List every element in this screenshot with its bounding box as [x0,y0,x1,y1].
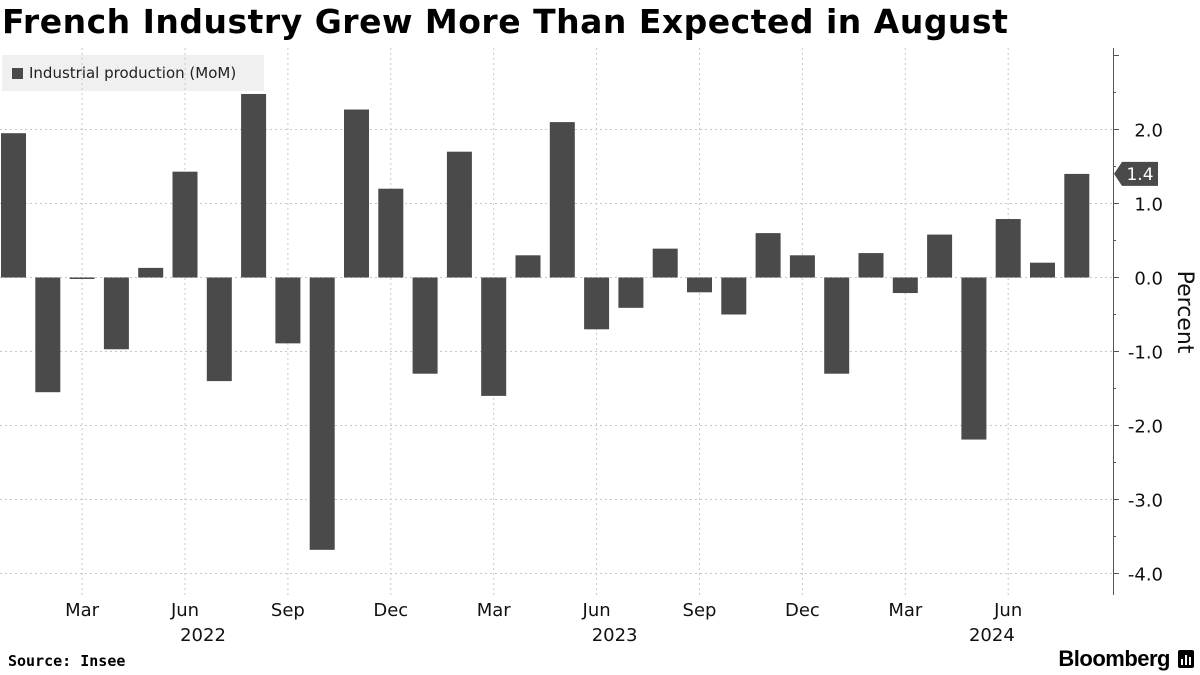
bar [549,122,575,278]
bloomberg-logo: Bloomberg [1058,646,1170,671]
bar [412,277,438,374]
bar [206,277,232,382]
x-tick-label: Dec [373,600,408,621]
bar [755,233,781,278]
bar [138,267,164,278]
bar [344,109,369,278]
bloomberg-terminal-icon [1178,650,1194,668]
bar [995,219,1021,278]
y-tick-label: 2.0 [1134,121,1163,142]
x-year-label: 2023 [592,625,638,646]
last-value-callout [1114,161,1158,186]
bar [721,277,747,315]
legend: Industrial production (MoM) [2,55,264,91]
x-tick-label: Sep [271,600,305,621]
bar [481,277,507,396]
bar [687,277,712,293]
bar [652,248,678,278]
label-layer: 2.0 1.0 0.0 -1.0 -2.0 -3.0 -4.0 Percent Mar Jun Se… [65,121,1197,647]
y-tick-label: -1.0 [1128,343,1163,364]
x-tick-label: Mar [888,600,923,621]
bar [618,277,644,308]
chart-title: French Industry Grew More Than Expected … [2,2,1009,41]
source-note: Source: Insee [8,652,126,670]
x-tick-label: Dec [785,600,820,621]
x-tick-label: Sep [683,600,717,621]
bar [824,277,850,374]
y-tick-label: -2.0 [1128,417,1163,438]
bar [35,277,61,393]
bar [1064,173,1090,278]
bar [789,255,815,278]
bar [1,133,26,278]
x-tick-label: Jun [170,600,199,621]
bar [1030,262,1055,278]
bar [275,277,301,344]
bar [241,93,267,278]
bar [584,277,610,330]
x-tick-label: Jun [582,600,611,621]
last-value-label: 1.4 [1126,165,1153,185]
y-tick-label: -3.0 [1128,491,1163,512]
y-tick-label: -4.0 [1128,565,1163,586]
legend-swatch [12,67,23,79]
x-tick-label: Mar [65,600,100,621]
bar [103,277,129,350]
bar [309,277,335,550]
bar [69,277,95,279]
y-tick-label: 0.0 [1134,269,1163,290]
x-tick-label: Jun [993,600,1022,621]
bar [892,277,918,294]
y-tick-label: 1.0 [1134,195,1163,216]
legend-label: Industrial production (MoM) [29,64,237,82]
x-year-label: 2024 [969,625,1015,646]
bar-layer [1,93,1090,550]
bar [858,253,884,278]
y-axis-title: Percent [1172,271,1197,354]
bar [961,277,987,440]
bar [378,188,404,278]
x-tick-label: Mar [477,600,512,621]
bar [172,171,198,278]
bar [446,151,472,278]
bar [927,234,953,278]
axis-layer [1113,48,1119,595]
x-year-label: 2022 [180,625,226,646]
bar [515,255,541,278]
